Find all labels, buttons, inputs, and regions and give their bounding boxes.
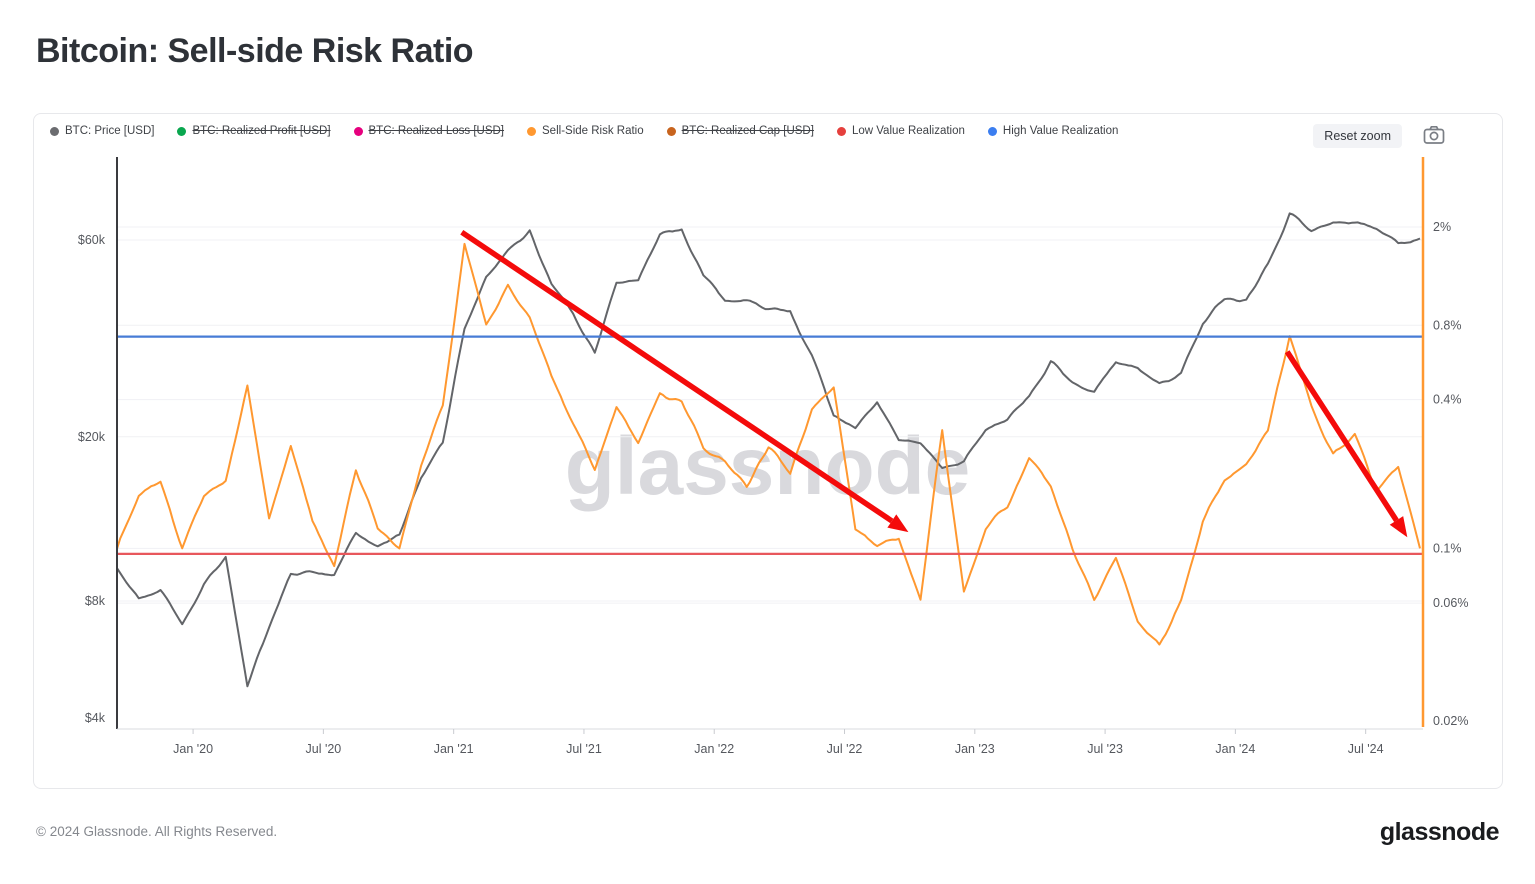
x-axis-tick-label: Jul '24 [1348, 742, 1384, 756]
legend-item-btc-realized-loss-usd[interactable]: BTC: Realized Loss [USD] [353, 125, 505, 137]
right-axis-tick-label: 0.8% [1433, 318, 1462, 332]
legend-dot-icon [836, 126, 846, 136]
legend-dot-icon [527, 126, 537, 136]
legend-item-low-value-realization[interactable]: Low Value Realization [836, 125, 965, 137]
chart-card: BTC: Price [USD] BTC: Realized Profit [US… [33, 113, 1503, 789]
annotation-arrowhead-icon [887, 514, 909, 533]
annotation-arrow [460, 229, 894, 524]
legend-item-label: BTC: Price [USD] [65, 125, 155, 137]
legend-item-label: BTC: Realized Cap [USD] [681, 125, 814, 137]
legend-item-label: Low Value Realization [851, 125, 965, 137]
legend-item-btc-realized-profit-usd[interactable]: BTC: Realized Profit [USD] [177, 125, 331, 137]
annotation-arrow [1284, 350, 1399, 522]
right-axis-tick-label: 0.02% [1433, 714, 1468, 728]
glassnode-logo: glassnode [1379, 818, 1500, 846]
right-axis-tick-label: 0.1% [1433, 541, 1462, 555]
legend-item-btc-price-usd[interactable]: BTC: Price [USD] [50, 125, 154, 137]
right-axis-tick-label: 2% [1433, 220, 1451, 234]
legend-item-label: BTC: Realized Profit [USD] [192, 125, 331, 137]
legend-item-label: High Value Realization [1002, 125, 1119, 137]
legend-item-sell-side-risk-ratio[interactable]: Sell-Side Risk Ratio [527, 125, 644, 137]
reset-zoom-button[interactable]: Reset zoom [1313, 124, 1402, 148]
x-axis-tick-label: Jan '22 [694, 742, 734, 756]
legend-item-high-value-realization[interactable]: High Value Realization [987, 125, 1119, 137]
x-axis-tick-label: Jul '20 [306, 742, 342, 756]
legend-dot-icon [353, 126, 363, 136]
x-axis-tick-label: Jan '21 [434, 742, 474, 756]
page-title: Bitcoin: Sell-side Risk Ratio [36, 32, 474, 70]
left-axis-tick-label: $20k [78, 430, 106, 444]
left-axis-tick-label: $8k [85, 594, 106, 608]
copyright-text: © 2024 Glassnode. All Rights Reserved. [36, 824, 278, 839]
x-axis-tick-label: Jan '24 [1215, 742, 1255, 756]
legend-item-btc-realized-cap-usd[interactable]: BTC: Realized Cap [USD] [666, 125, 814, 137]
x-axis-tick-label: Jul '22 [827, 742, 863, 756]
legend-dot-icon [177, 126, 187, 136]
camera-icon[interactable] [1422, 125, 1446, 147]
legend-dot-icon [666, 126, 676, 136]
right-axis-tick-label: 0.4% [1433, 393, 1462, 407]
x-axis-tick-label: Jul '23 [1087, 742, 1123, 756]
legend-item-label: Sell-Side Risk Ratio [542, 125, 644, 137]
sell-side-risk-ratio-line [116, 242, 1421, 646]
legend-dot-icon [50, 126, 59, 136]
legend-item-label: BTC: Realized Loss [USD] [368, 125, 505, 137]
legend-dot-icon [987, 126, 997, 136]
btc-price-usd--line [116, 212, 1421, 688]
left-axis-tick-label: $60k [78, 233, 106, 247]
chart-legend: BTC: Price [USD] BTC: Realized Profit [US… [50, 125, 1118, 137]
right-axis-tick-label: 0.06% [1433, 596, 1468, 610]
left-axis-tick-label: $4k [85, 711, 106, 725]
x-axis-tick-label: Jan '23 [955, 742, 995, 756]
plot-area[interactable] [117, 158, 1423, 729]
x-axis-tick-label: Jan '20 [173, 742, 213, 756]
annotation-arrowhead-icon [1389, 516, 1408, 538]
x-axis-tick-label: Jul '21 [566, 742, 602, 756]
